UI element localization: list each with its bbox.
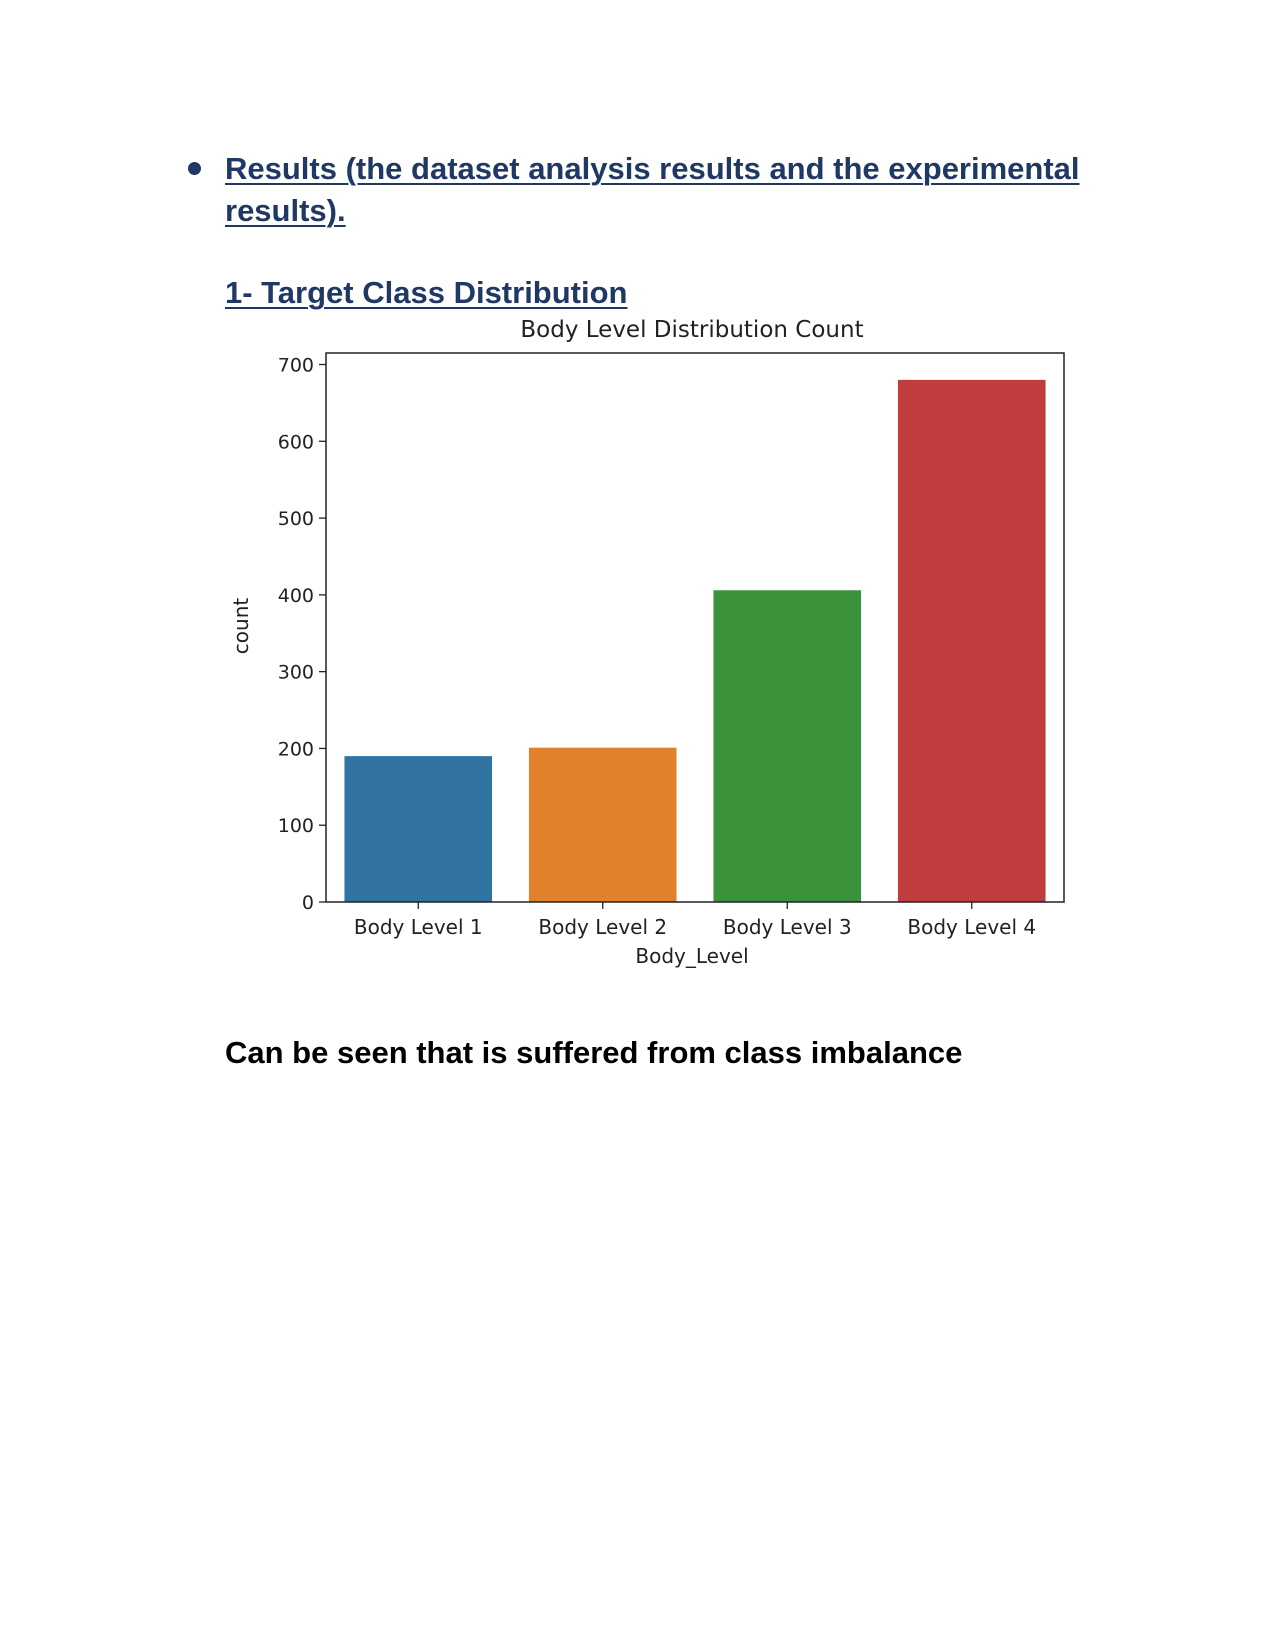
y-tick-label: 500 (278, 508, 314, 530)
conclusion-text: Can be seen that is suffered from class … (225, 1035, 963, 1070)
y-tick-label: 200 (278, 738, 314, 760)
section-heading: Results (the dataset analysis results an… (225, 151, 1080, 228)
y-tick-label: 700 (278, 355, 314, 377)
x-tick-label: Body Level 3 (723, 915, 852, 939)
bar-3 (713, 590, 862, 902)
bar-4 (897, 379, 1046, 902)
chart-title: Body Level Distribution Count (520, 318, 863, 343)
x-axis-ticks: Body Level 1 Body Level 2 Body Level 3 Body… (354, 902, 1036, 939)
plot-frame (325, 352, 1065, 903)
chart-svg: Body Level Distribution Count count Body… (229, 318, 1065, 968)
bar-2 (528, 747, 677, 902)
y-tick-label: 600 (278, 431, 314, 453)
bar-1 (344, 756, 493, 902)
y-axis-ticks: 0 100 200 300 400 500 600 700 (278, 355, 326, 914)
bar-chart: Body Level Distribution Count count Body… (225, 318, 1125, 1018)
x-tick-label: Body Level 2 (538, 915, 667, 939)
y-tick-label: 300 (278, 662, 314, 684)
y-tick-label: 100 (278, 815, 314, 837)
x-tick-label: Body Level 1 (354, 915, 483, 939)
x-axis-label: Body_Level (635, 944, 748, 968)
x-tick-label: Body Level 4 (907, 915, 1036, 939)
y-tick-label: 0 (302, 892, 314, 914)
y-axis-label: count (229, 598, 253, 655)
bullet-point (188, 162, 201, 175)
y-tick-label: 400 (278, 585, 314, 607)
bars (344, 379, 1046, 902)
subsection-heading: 1- Target Class Distribution (225, 275, 628, 310)
